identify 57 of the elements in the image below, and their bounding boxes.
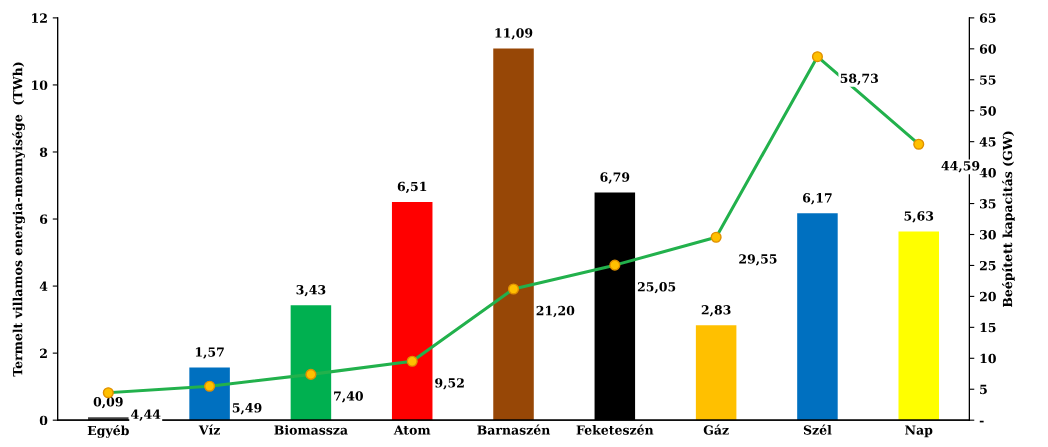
x-tick-label: Szél xyxy=(803,424,832,435)
y2-tick-label: 25 xyxy=(979,260,996,271)
data-label: 6,79 xyxy=(600,172,630,184)
data-label: 4,44 xyxy=(131,409,161,421)
data-label: 6,17 xyxy=(803,193,832,205)
y-tick-label: 0 xyxy=(39,415,48,426)
bar xyxy=(290,305,332,421)
x-tick-label: Víz xyxy=(198,424,220,435)
data-label: 3,43 xyxy=(296,284,326,297)
data-label: 29,55 xyxy=(739,254,777,266)
y2-tick-label: 40 xyxy=(979,168,996,178)
y2-tick-label: 60 xyxy=(979,44,996,54)
y-tick-label: 2 xyxy=(40,348,47,358)
data-label: 0,09 xyxy=(93,396,123,409)
data-label: 5,49 xyxy=(232,403,262,415)
bar xyxy=(493,48,534,421)
data-label: 58,73 xyxy=(840,73,879,85)
y2-axis-title: Beépített kapacitás (GW) xyxy=(1002,131,1015,308)
x-tick-label: Barnaszén xyxy=(477,424,551,435)
y2-tick-label: 65 xyxy=(979,13,996,23)
y2-tick-label: 15 xyxy=(980,322,996,333)
y2-tick-label: 20 xyxy=(979,291,996,302)
y2-tick-label: 30 xyxy=(980,229,996,240)
y2-tick-label: 35 xyxy=(980,199,996,209)
y-tick-label: 12 xyxy=(32,13,47,23)
bar xyxy=(189,367,230,421)
x-tick-label: Biomassza xyxy=(274,425,348,435)
y2-tick-label: 50 xyxy=(980,106,996,116)
y-tick-label: 10 xyxy=(32,80,48,90)
data-label: 7,40 xyxy=(334,391,363,403)
data-label: 44,59 xyxy=(941,161,980,173)
y-tick-label: 6 xyxy=(40,214,48,224)
y-axis-title: Termelt villamos energia-mennyisége (TWh) xyxy=(12,62,25,377)
data-label: 6,51 xyxy=(397,181,427,194)
data-label: 21,20 xyxy=(536,305,575,318)
y2-tick-label: 55 xyxy=(980,75,996,85)
y2-tick-label: - xyxy=(979,420,984,423)
bar xyxy=(391,201,433,421)
x-tick-label: Gáz xyxy=(703,424,729,435)
y-tick-label: 4 xyxy=(39,281,48,291)
y2-tick-label: 45 xyxy=(979,137,996,147)
data-label: 2,83 xyxy=(701,305,731,317)
x-tick-label: Nap xyxy=(905,425,933,438)
data-label: 25,05 xyxy=(637,282,676,294)
y2-tick-label: 10 xyxy=(980,353,996,364)
y-tick-label: 8 xyxy=(39,147,48,157)
data-label: 9,52 xyxy=(435,378,464,390)
data-label: 1,57 xyxy=(195,347,224,359)
data-label: 5,63 xyxy=(904,211,934,223)
bar xyxy=(797,213,838,421)
data-label: 11,09 xyxy=(495,28,533,40)
x-tick-label: Feketeszén xyxy=(576,424,654,435)
y2-tick-label: 5 xyxy=(980,384,987,395)
x-tick-label: Egyéb xyxy=(87,425,129,438)
x-tick-label: Atom xyxy=(393,425,431,435)
bar xyxy=(695,325,737,421)
bar xyxy=(898,231,940,421)
